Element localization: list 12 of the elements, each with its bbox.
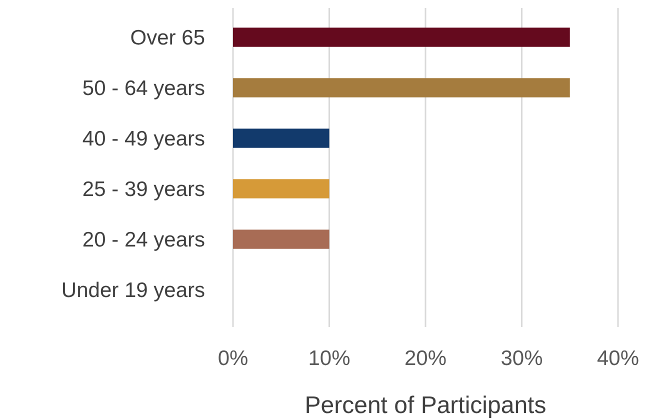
x-tick-label: 10%: [308, 347, 350, 370]
y-tick-label: 40 - 49 years: [82, 128, 205, 151]
y-tick-label: 50 - 64 years: [82, 77, 205, 100]
x-axis-title: Percent of Participants: [304, 392, 546, 419]
y-tick-label: Over 65: [130, 26, 205, 50]
y-tick-label: 25 - 39 years: [82, 178, 205, 202]
y-tick-label: Under 19 years: [61, 279, 205, 302]
x-tick-label: 20%: [404, 347, 447, 370]
x-tick-label: 0%: [218, 347, 248, 370]
x-tick-label: 30%: [500, 347, 543, 370]
x-tick-label: 40%: [596, 347, 640, 370]
y-tick-label: 20 - 24 years: [82, 228, 205, 252]
